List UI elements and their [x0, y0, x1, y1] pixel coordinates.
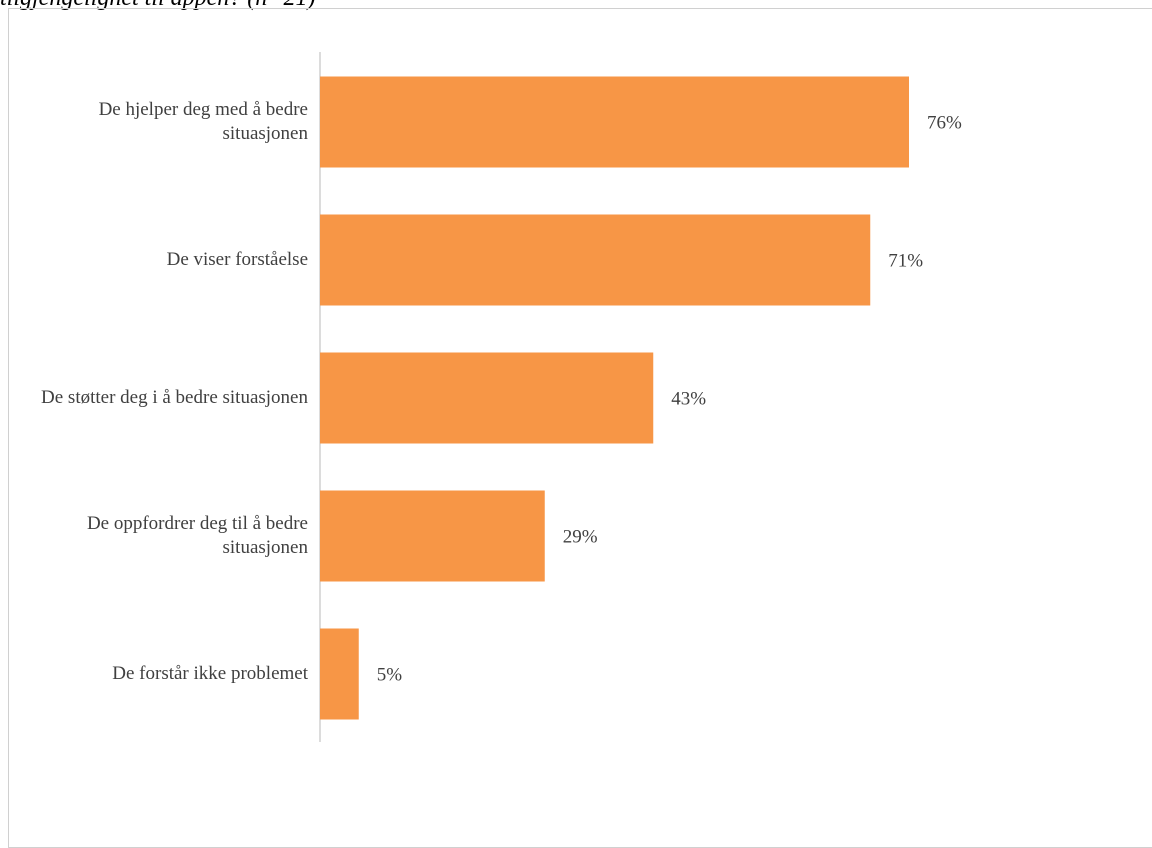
category-label: De forstår ikke problemet — [112, 663, 308, 684]
value-label: 43% — [671, 388, 706, 409]
value-label: 5% — [377, 664, 403, 685]
bar — [320, 628, 359, 720]
value-label: 76% — [927, 112, 962, 133]
bar — [320, 76, 909, 168]
category-label: De viser forståelse — [166, 249, 308, 270]
bar — [320, 490, 545, 582]
category-label: De støtter deg i å bedre situasjonen — [41, 387, 308, 408]
value-label: 29% — [563, 526, 598, 547]
bar — [320, 214, 871, 306]
category-label: De oppfordrer deg til å bedre situasjone… — [86, 513, 308, 558]
value-label: 71% — [888, 250, 923, 271]
bar — [320, 352, 654, 444]
category-label: De hjelper deg med å bedre situasjonen — [98, 99, 308, 144]
chart: 76% 71% 43% 29% 5% — [319, 52, 962, 742]
chart-title: tilgjengelighet til appen? (n=21) — [0, 0, 315, 12]
